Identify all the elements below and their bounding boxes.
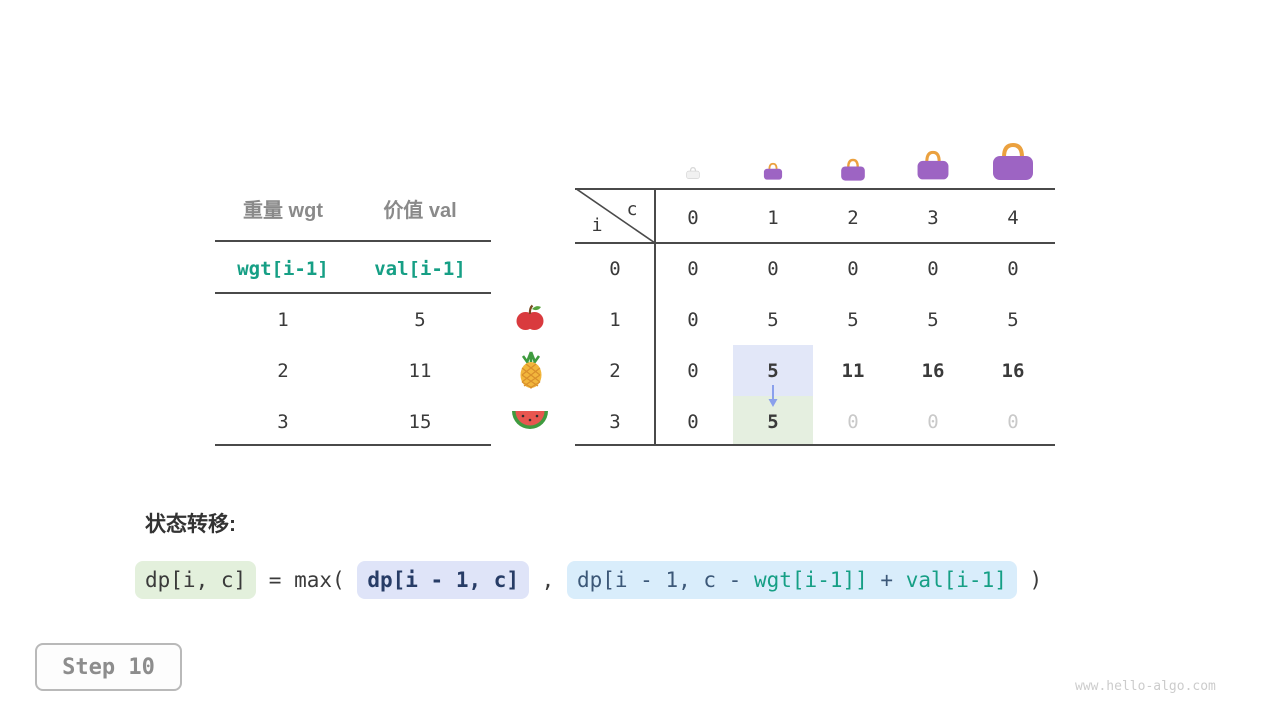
- dp-table-border-bottom: [575, 444, 1055, 446]
- dp-cell: 11: [841, 360, 865, 382]
- pineapple-icon: [514, 350, 548, 390]
- bag-capacity-4-icon: [991, 142, 1035, 182]
- dp-table-vertical-divider: [654, 188, 656, 446]
- apple-icon: [514, 302, 546, 334]
- dp-cell: 0: [767, 258, 779, 280]
- formula-arg2-wgt: wgt[i-1]]: [753, 568, 868, 592]
- dp-table-header-divider: [575, 242, 1055, 244]
- watermark: www.hello-algo.com: [1075, 679, 1216, 694]
- dp-row-header: 2: [609, 360, 621, 382]
- dp-cell: 0: [927, 258, 939, 280]
- transition-arrow-icon: [765, 384, 781, 408]
- watermelon-icon: [511, 408, 549, 432]
- weights-var-wgt: wgt[i-1]: [237, 258, 329, 280]
- dp-cell: 0: [687, 309, 699, 331]
- weights-row-wgt: 2: [277, 360, 289, 382]
- weights-header-val: 价值 val: [383, 200, 457, 222]
- formula-separator: ,: [529, 568, 567, 592]
- dp-cell: 5: [847, 309, 859, 331]
- dp-cell-source: 5: [767, 360, 779, 382]
- formula-lhs: dp[i, c]: [135, 561, 257, 599]
- weights-table-divider-bottom: [215, 444, 491, 446]
- weights-row-val: 5: [414, 309, 426, 331]
- bag-capacity-3-icon: [916, 150, 950, 181]
- dp-cell: 0: [1007, 411, 1019, 433]
- dp-cell: 0: [847, 411, 859, 433]
- dp-table-corner-diagonal: [575, 188, 655, 243]
- bag-capacity-0-icon: [686, 166, 700, 180]
- dp-row-header: 1: [609, 309, 621, 331]
- transition-formula: dp[i, c] = max( dp[i - 1, c] , dp[i - 1,…: [135, 558, 1042, 602]
- dp-cell: 16: [1001, 360, 1025, 382]
- dp-cell: 5: [1007, 309, 1019, 331]
- dp-col-header: 1: [767, 207, 779, 229]
- dp-row-header: 0: [609, 258, 621, 280]
- step-badge: Step 10: [35, 643, 182, 691]
- dp-col-header: 4: [1007, 207, 1019, 229]
- dp-corner-col-label: c: [626, 199, 638, 220]
- dp-corner-row-label: i: [591, 215, 603, 236]
- formula-arg1: dp[i - 1, c]: [357, 561, 530, 599]
- formula-close: ): [1016, 568, 1043, 592]
- formula-arg2: dp[i - 1, c - wgt[i-1]] + val[i-1]: [566, 561, 1017, 599]
- weights-header-wgt: 重量 wgt: [243, 200, 323, 222]
- bag-capacity-2-icon: [840, 158, 866, 182]
- bag-capacity-1-icon: [763, 162, 783, 181]
- dp-col-header: 2: [847, 207, 859, 229]
- dp-cell-target: 5: [767, 411, 779, 433]
- formula-arg2-plus: +: [867, 568, 906, 592]
- formula-op: = max(: [256, 568, 358, 592]
- weights-row-wgt: 3: [277, 411, 289, 433]
- weights-table-divider-top: [215, 240, 491, 242]
- dp-col-header: 3: [927, 207, 939, 229]
- dp-cell: 0: [847, 258, 859, 280]
- dp-cell: 0: [927, 411, 939, 433]
- weights-row-val: 11: [408, 360, 432, 382]
- dp-cell: 0: [687, 360, 699, 382]
- dp-cell: 5: [767, 309, 779, 331]
- dp-cell: 16: [921, 360, 945, 382]
- dp-row-header: 3: [609, 411, 621, 433]
- dp-cell: 0: [1007, 258, 1019, 280]
- dp-table-border-top: [575, 188, 1055, 190]
- dp-cell: 5: [927, 309, 939, 331]
- dp-col-header: 0: [687, 207, 699, 229]
- step-label: Step 10: [62, 654, 155, 680]
- formula-arg2-val: val[i-1]: [905, 568, 1007, 592]
- dp-cell: 0: [687, 411, 699, 433]
- weights-row-wgt: 1: [277, 309, 289, 331]
- weights-row-val: 15: [408, 411, 432, 433]
- weights-table-divider-mid: [215, 292, 491, 294]
- formula-arg2-part: dp[i - 1, c -: [576, 568, 754, 592]
- dp-cell: 0: [687, 258, 699, 280]
- weights-var-val: val[i-1]: [374, 258, 466, 280]
- transition-label: 状态转移:: [145, 513, 236, 536]
